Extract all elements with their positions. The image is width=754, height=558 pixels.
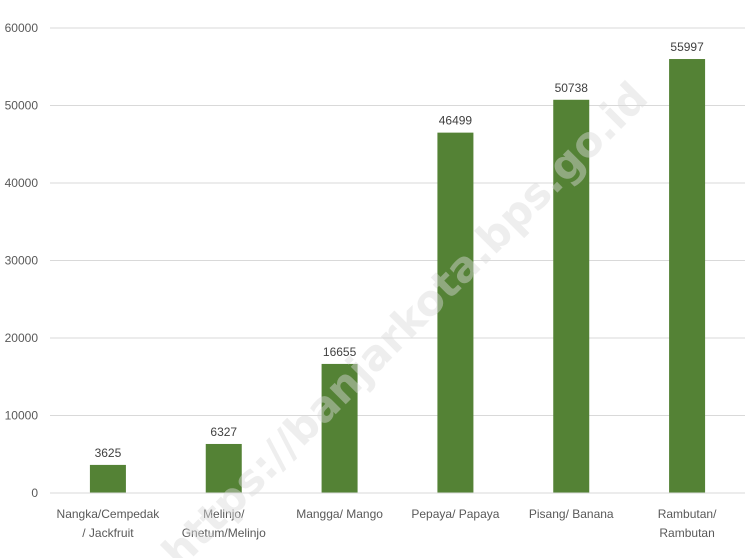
y-tick-label: 10000	[5, 409, 39, 423]
x-category-label: Pisang/ Banana	[529, 507, 614, 521]
x-category-label: Rambutan	[659, 526, 714, 540]
x-category-label: Melinjo/	[203, 507, 245, 521]
bar	[89, 464, 126, 493]
data-label: 6327	[210, 425, 237, 439]
x-category-label: Rambutan/	[658, 507, 717, 521]
y-tick-label: 40000	[5, 176, 39, 190]
bars	[89, 59, 706, 493]
x-axis: Nangka/Cempedak / Jackfruit Melinjo/Gnetum…	[50, 492, 745, 540]
y-axis: 0 10000 20000 30000 40000 50000 60000	[5, 21, 39, 500]
bar	[205, 443, 242, 493]
x-category-label: Pepaya/ Papaya	[411, 507, 499, 521]
data-label: 16655	[323, 345, 357, 359]
x-category-label: Mangga/ Mango	[296, 507, 383, 521]
x-category-label: Nangka/Cempedak	[57, 507, 161, 521]
y-tick-label: 30000	[5, 254, 39, 268]
x-category-label: Gnetum/Melinjo	[182, 526, 266, 540]
bar	[553, 99, 590, 493]
data-label: 50738	[555, 81, 589, 95]
data-labels: 3625 6327 16655 46499 50738 55997	[95, 40, 705, 460]
y-tick-label: 20000	[5, 331, 39, 345]
y-tick-label: 50000	[5, 99, 39, 113]
y-tick-label: 60000	[5, 21, 39, 35]
x-category-label: / Jackfruit	[82, 526, 134, 540]
bar	[437, 132, 474, 493]
data-label: 46499	[439, 114, 473, 128]
bar	[669, 59, 706, 493]
y-tick-label: 0	[31, 486, 38, 500]
gridlines	[50, 27, 745, 416]
bar	[321, 363, 358, 493]
data-label: 3625	[95, 446, 122, 460]
data-label: 55997	[670, 40, 704, 54]
